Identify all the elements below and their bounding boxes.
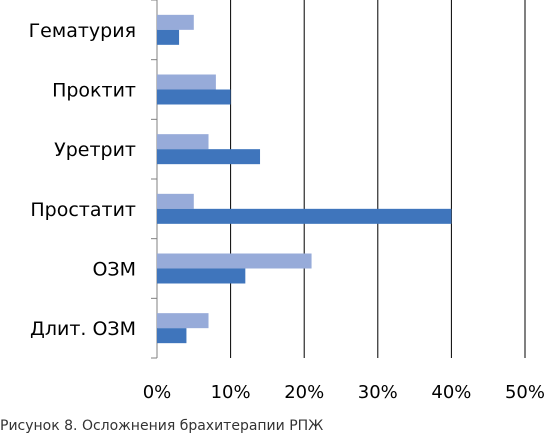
category-label: Гематурия	[29, 20, 136, 42]
category-label: Уретрит	[54, 139, 136, 161]
x-tick-label: 10%	[211, 382, 251, 403]
bar	[157, 208, 452, 224]
figure-caption: Рисунок 8. Осложнения брахитерапии РПЖ	[0, 418, 324, 434]
bar	[157, 313, 209, 329]
x-tick-label: 50%	[505, 382, 545, 403]
category-label: Простатит	[30, 199, 136, 221]
bar	[157, 134, 209, 150]
category-label: Проктит	[52, 80, 136, 102]
x-tick-label: 40%	[431, 382, 471, 403]
x-tick-label: 20%	[284, 382, 324, 403]
bar	[157, 253, 312, 269]
bar	[157, 14, 194, 30]
category-label: ОЗМ	[92, 259, 136, 281]
bar	[157, 74, 216, 90]
bar	[157, 328, 187, 344]
x-tick-label: 30%	[358, 382, 398, 403]
bar	[157, 29, 180, 45]
bar	[157, 268, 246, 284]
bar	[157, 149, 261, 165]
bar	[157, 193, 194, 209]
x-tick-label: 0%	[143, 382, 172, 403]
category-label: Длит. ОЗМ	[30, 318, 136, 340]
bar	[157, 89, 231, 105]
